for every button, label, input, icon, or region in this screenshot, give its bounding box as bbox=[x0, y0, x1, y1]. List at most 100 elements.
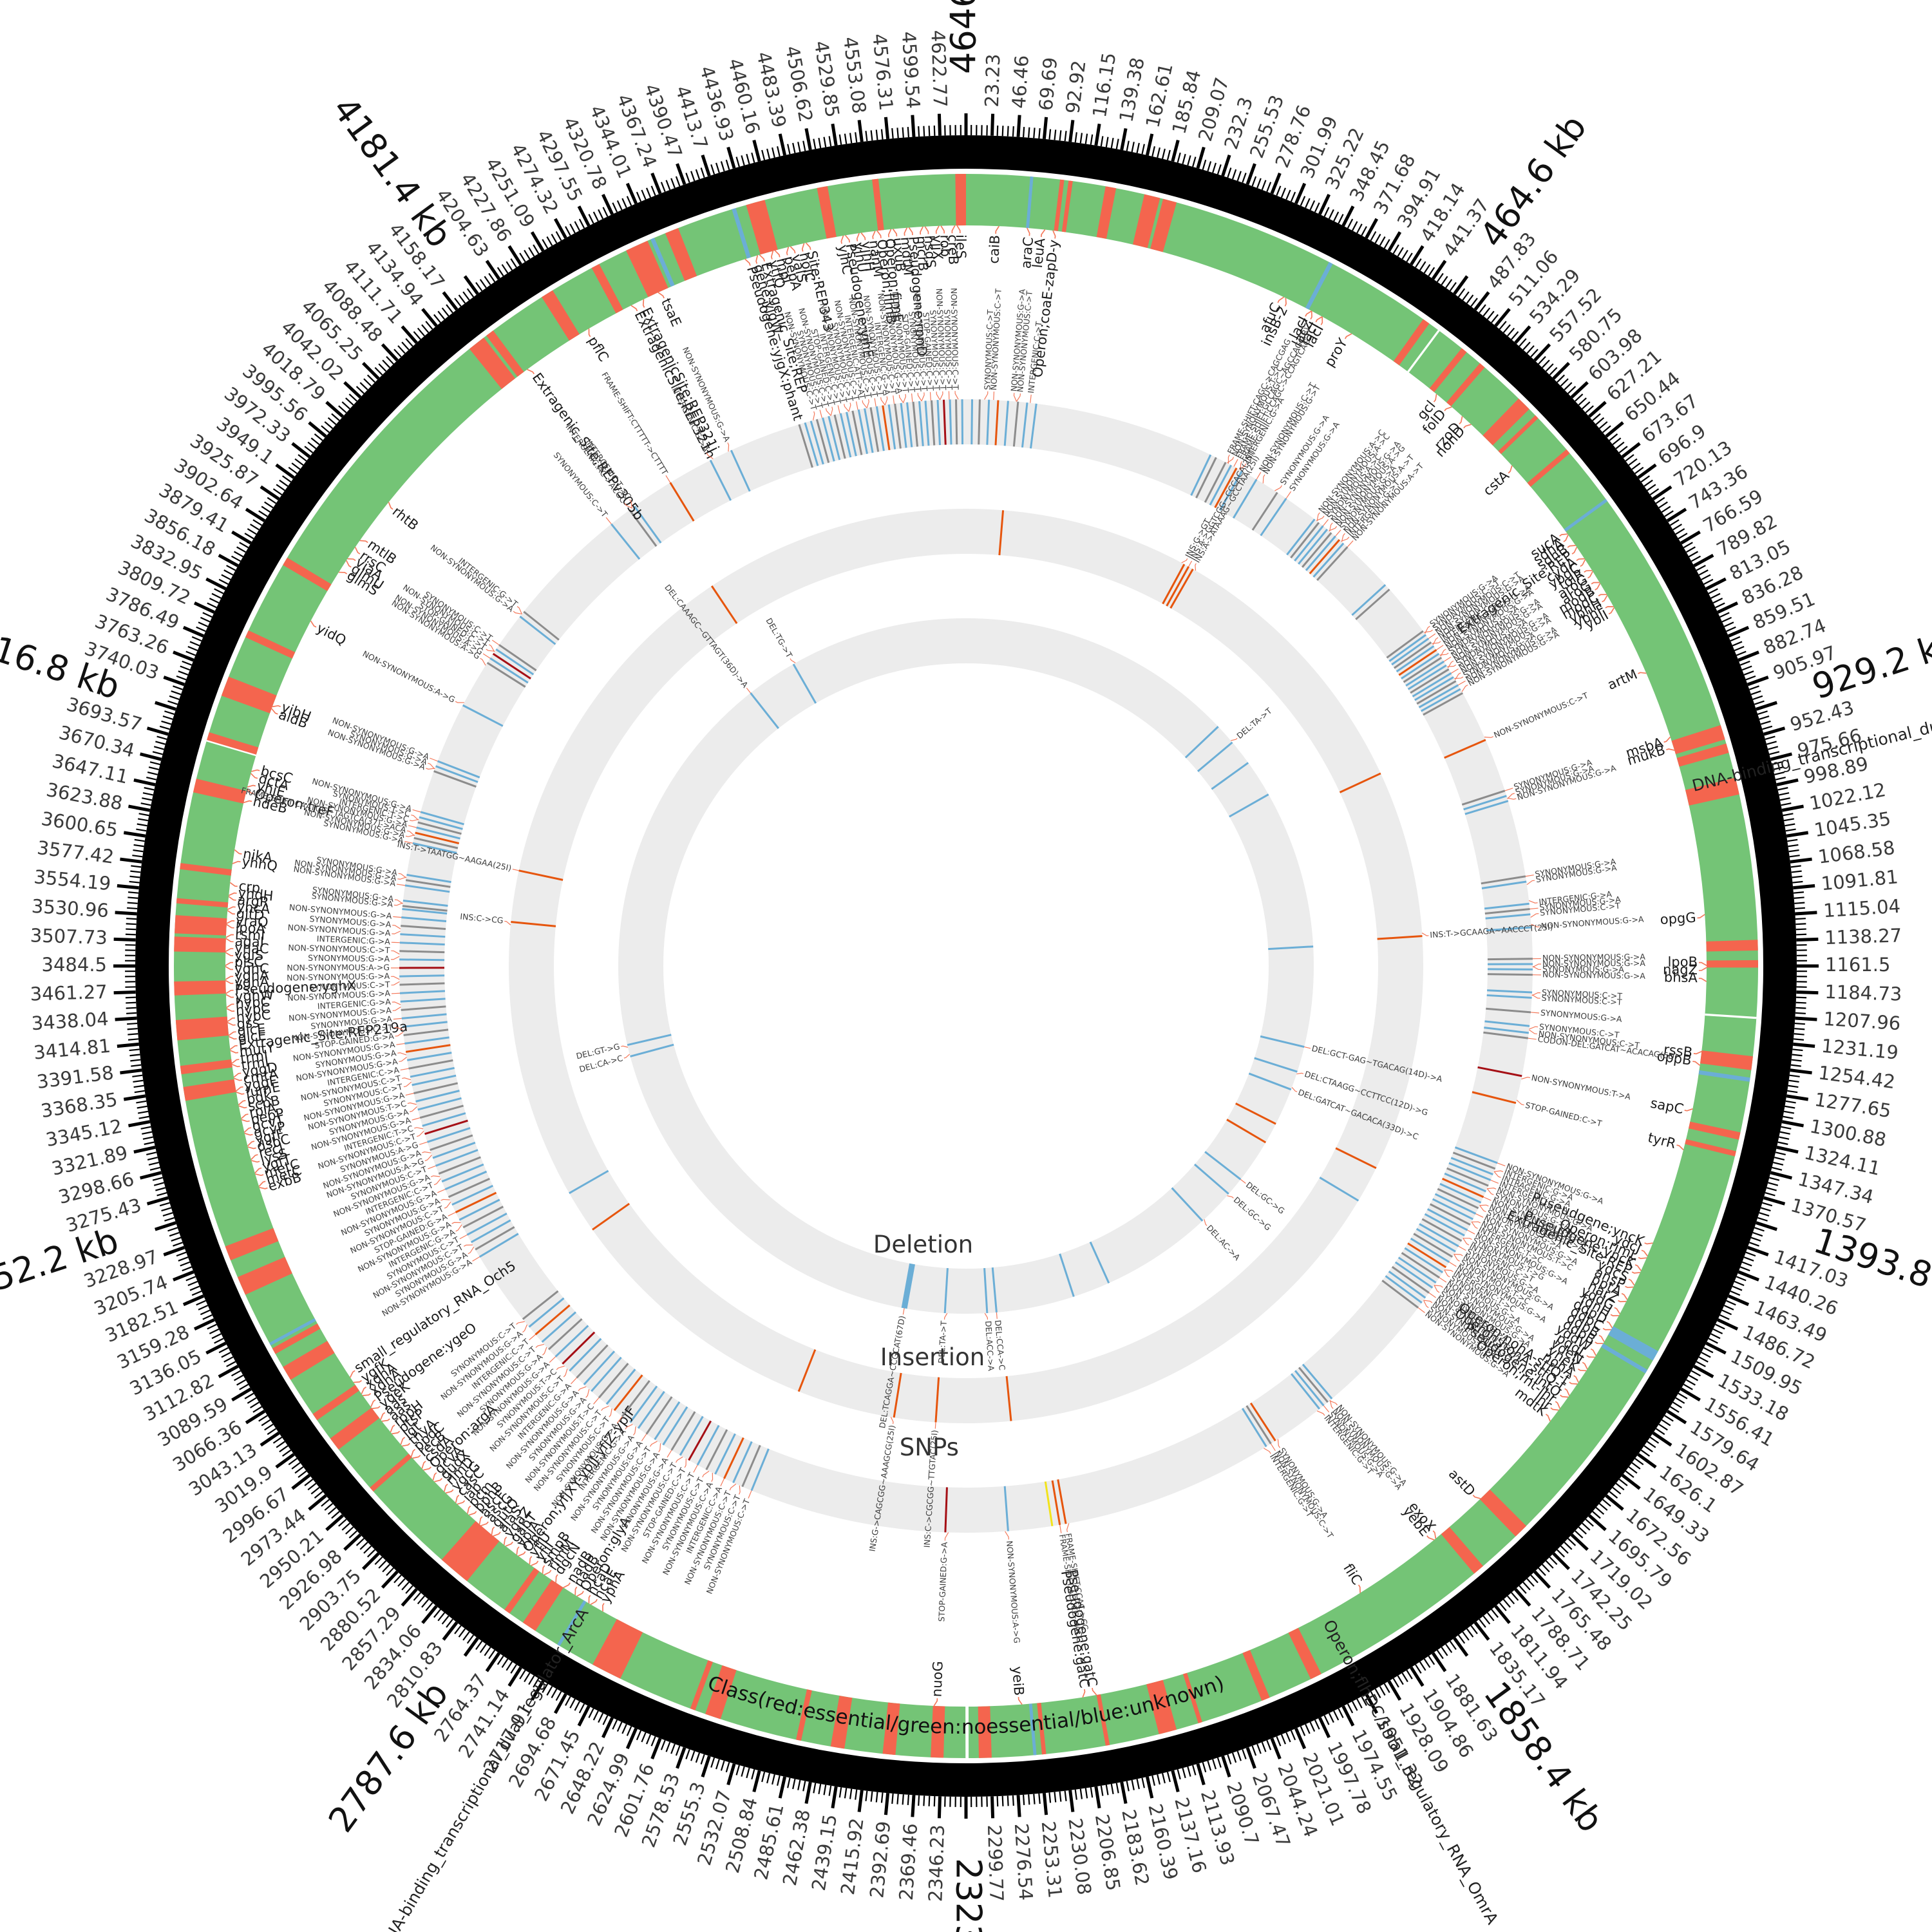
axis-minor-tick bbox=[1519, 1585, 1527, 1594]
gene-connector bbox=[920, 226, 923, 235]
deletion-variant-label: DEL:TG->T bbox=[764, 616, 794, 659]
axis-minor-tick bbox=[155, 741, 166, 745]
axis-minor-tick bbox=[1754, 700, 1765, 705]
axis-minor-tick bbox=[1115, 138, 1119, 149]
axis-minor-tick bbox=[1685, 1379, 1696, 1386]
snp-variant-tick bbox=[851, 410, 863, 455]
axis-minor-tick bbox=[1470, 1625, 1478, 1634]
class-segment-essential bbox=[469, 337, 515, 390]
gene-label: tyrR bbox=[1646, 1130, 1677, 1151]
axis-minor-tick bbox=[176, 1251, 187, 1257]
snp-label-connector bbox=[1005, 1531, 1009, 1540]
axis-major-tick bbox=[139, 752, 162, 761]
gene-label: pflC bbox=[585, 334, 612, 365]
snp-variant-tick bbox=[402, 899, 448, 907]
axis-minor-tick bbox=[1105, 1785, 1109, 1795]
axis-minor-tick bbox=[1647, 484, 1656, 491]
axis-minor-tick bbox=[1721, 1309, 1732, 1316]
insertion-ring bbox=[509, 509, 1423, 1423]
snp-label-connector bbox=[1530, 907, 1539, 910]
axis-major-tick bbox=[155, 1221, 176, 1231]
gene-connector bbox=[1598, 1334, 1605, 1342]
axis-minor-tick bbox=[1466, 294, 1474, 304]
axis-major-tick bbox=[117, 884, 139, 890]
snp-variant-tick bbox=[416, 826, 460, 840]
snp-label-connector bbox=[408, 825, 417, 828]
snp-label-connector bbox=[1013, 393, 1017, 402]
axis-minor-tick bbox=[1115, 1783, 1119, 1794]
gene-connector bbox=[250, 773, 258, 779]
axis-minor-tick bbox=[1542, 1564, 1550, 1573]
gene-connector bbox=[555, 1574, 558, 1583]
axis-minor-tick bbox=[1602, 425, 1611, 433]
snp-label-connector bbox=[1486, 1188, 1494, 1195]
axis-minor-tick bbox=[1765, 1192, 1776, 1197]
snp-variant-tick bbox=[1316, 546, 1349, 581]
snp-label-connector bbox=[1484, 736, 1494, 738]
gene-connector bbox=[1591, 582, 1600, 585]
snp-variant-tick bbox=[1302, 1363, 1333, 1399]
snp-variant-tick bbox=[489, 657, 529, 684]
snp-variant-tick bbox=[1448, 1162, 1492, 1181]
axis-major-tick bbox=[1781, 1120, 1804, 1128]
gene-connector bbox=[228, 1031, 236, 1036]
axis-minor-tick bbox=[191, 636, 202, 642]
axis-minor-tick bbox=[497, 267, 504, 277]
axis-tick-label: 3461.27 bbox=[30, 981, 108, 1005]
class-segment-essential bbox=[665, 228, 697, 281]
snp-label-connector bbox=[406, 830, 415, 837]
deletion-variant-tick bbox=[1171, 1187, 1204, 1222]
axis-minor-tick bbox=[1785, 1100, 1796, 1104]
snp-variant-tick bbox=[1294, 525, 1324, 562]
snp-label-connector bbox=[593, 1397, 600, 1405]
axis-minor-tick bbox=[1715, 602, 1725, 609]
insertion-variant-tick bbox=[934, 1377, 940, 1423]
axis-minor-tick bbox=[386, 1567, 394, 1577]
snp-variant-label: SYNONYMOUS:C->T bbox=[1541, 993, 1622, 1007]
class-segment-essential bbox=[705, 1665, 737, 1719]
axis-minor-tick bbox=[777, 146, 781, 157]
gene-connector bbox=[228, 1036, 237, 1040]
axis-minor-tick bbox=[1479, 1618, 1486, 1628]
axis-major-tick bbox=[752, 1770, 761, 1793]
snp-label-connector bbox=[609, 1408, 612, 1417]
snp-variant-label: SYNONYMOUS:G->A bbox=[1540, 1008, 1622, 1024]
gene-connector bbox=[642, 299, 645, 308]
axis-minor-tick bbox=[1519, 338, 1527, 347]
axis-minor-tick bbox=[650, 185, 656, 196]
axis-minor-tick bbox=[1192, 156, 1197, 167]
axis-major-tick bbox=[577, 1705, 591, 1727]
snp-variant-tick bbox=[1044, 1481, 1054, 1526]
axis-minor-tick bbox=[167, 700, 178, 705]
insertion-label-connector bbox=[504, 920, 511, 925]
axis-major-tick bbox=[1453, 275, 1469, 295]
snp-variant-tick bbox=[475, 1226, 515, 1251]
axis-minor-tick bbox=[1690, 555, 1701, 562]
axis-minor-tick bbox=[506, 261, 513, 271]
gene-connector bbox=[908, 227, 913, 236]
axis-minor-tick bbox=[1126, 1781, 1130, 1792]
axis-major-tick bbox=[1693, 1365, 1714, 1379]
gene-connector bbox=[856, 232, 860, 242]
axis-minor-tick bbox=[1582, 1522, 1591, 1531]
axis-minor-tick bbox=[660, 182, 666, 193]
axis-major-tick bbox=[601, 1717, 614, 1739]
axis-minor-tick bbox=[1560, 1545, 1569, 1554]
axis-minor-tick bbox=[1479, 304, 1486, 314]
snp-variant-tick bbox=[401, 916, 447, 923]
snp-label-connector bbox=[1329, 522, 1333, 532]
gene-connector bbox=[235, 1086, 243, 1092]
snp-variant-tick bbox=[419, 1104, 464, 1119]
gene-connector bbox=[228, 892, 237, 896]
axis-minor-tick bbox=[137, 823, 147, 827]
gene-connector bbox=[227, 1017, 235, 1022]
snp-variant-tick bbox=[1057, 1479, 1067, 1524]
snp-variant-tick bbox=[547, 1318, 583, 1350]
axis-tick-label: 4622.77 bbox=[927, 30, 951, 108]
axis-big-label: 2323 kb bbox=[948, 1858, 989, 1932]
axis-major-tick bbox=[1145, 133, 1154, 156]
axis-minor-tick bbox=[126, 1012, 137, 1014]
axis-major-tick bbox=[260, 1432, 280, 1447]
axis-major-tick bbox=[1570, 1533, 1589, 1551]
snp-variant-tick bbox=[709, 459, 732, 501]
